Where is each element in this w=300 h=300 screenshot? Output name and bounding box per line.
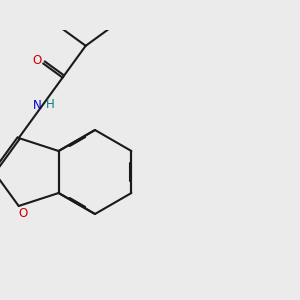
Text: N: N bbox=[33, 99, 41, 112]
Text: O: O bbox=[32, 54, 42, 67]
Text: O: O bbox=[18, 208, 27, 220]
Text: H: H bbox=[46, 98, 54, 111]
